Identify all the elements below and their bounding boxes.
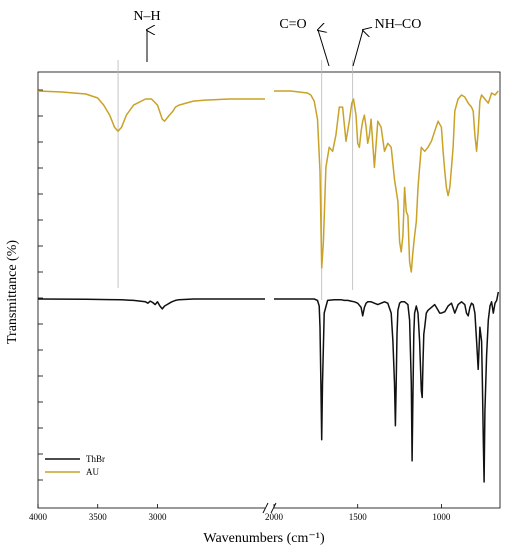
legend: ThBr AU [45, 454, 105, 477]
annotations: N–H C=O NH–CO [133, 9, 422, 67]
y-axis-title: Transmittance (%) [5, 240, 20, 344]
annotation-label: C=O [279, 17, 306, 32]
legend-label-thbr: ThBr [86, 454, 105, 464]
y-axis-ticks [38, 89, 43, 481]
axis-break [262, 500, 277, 514]
plot-frame [37, 71, 501, 509]
series-line-thbr-left [37, 298, 265, 310]
x-tick-label: 2000 [265, 512, 284, 522]
legend-label-au: AU [86, 467, 99, 477]
x-tick-label: 3000 [148, 512, 167, 522]
annotation-arrow [318, 30, 330, 67]
x-tick-label: 3500 [89, 512, 108, 522]
annotation-label: N–H [133, 9, 160, 24]
x-tick-label: 4000 [29, 512, 48, 522]
axis-break-mark [262, 502, 269, 514]
x-axis-title: Wavenumbers (cm⁻¹) [203, 531, 325, 546]
x-axis-ticks: 4000 3500 3000 2000 1500 1000 [29, 504, 451, 522]
x-tick-label: 1000 [432, 512, 451, 522]
axis-break-gap [265, 500, 274, 512]
axis-break-mark [270, 502, 277, 514]
series-line-au-right [274, 90, 499, 273]
annotation-arrow [352, 30, 363, 67]
series-line-au-left [37, 90, 265, 132]
annotation-label: NH–CO [375, 17, 422, 32]
x-tick-label: 1500 [349, 512, 368, 522]
series-line-thbr-right [274, 291, 500, 483]
reference-lines [117, 60, 354, 300]
series-layer [37, 90, 500, 483]
